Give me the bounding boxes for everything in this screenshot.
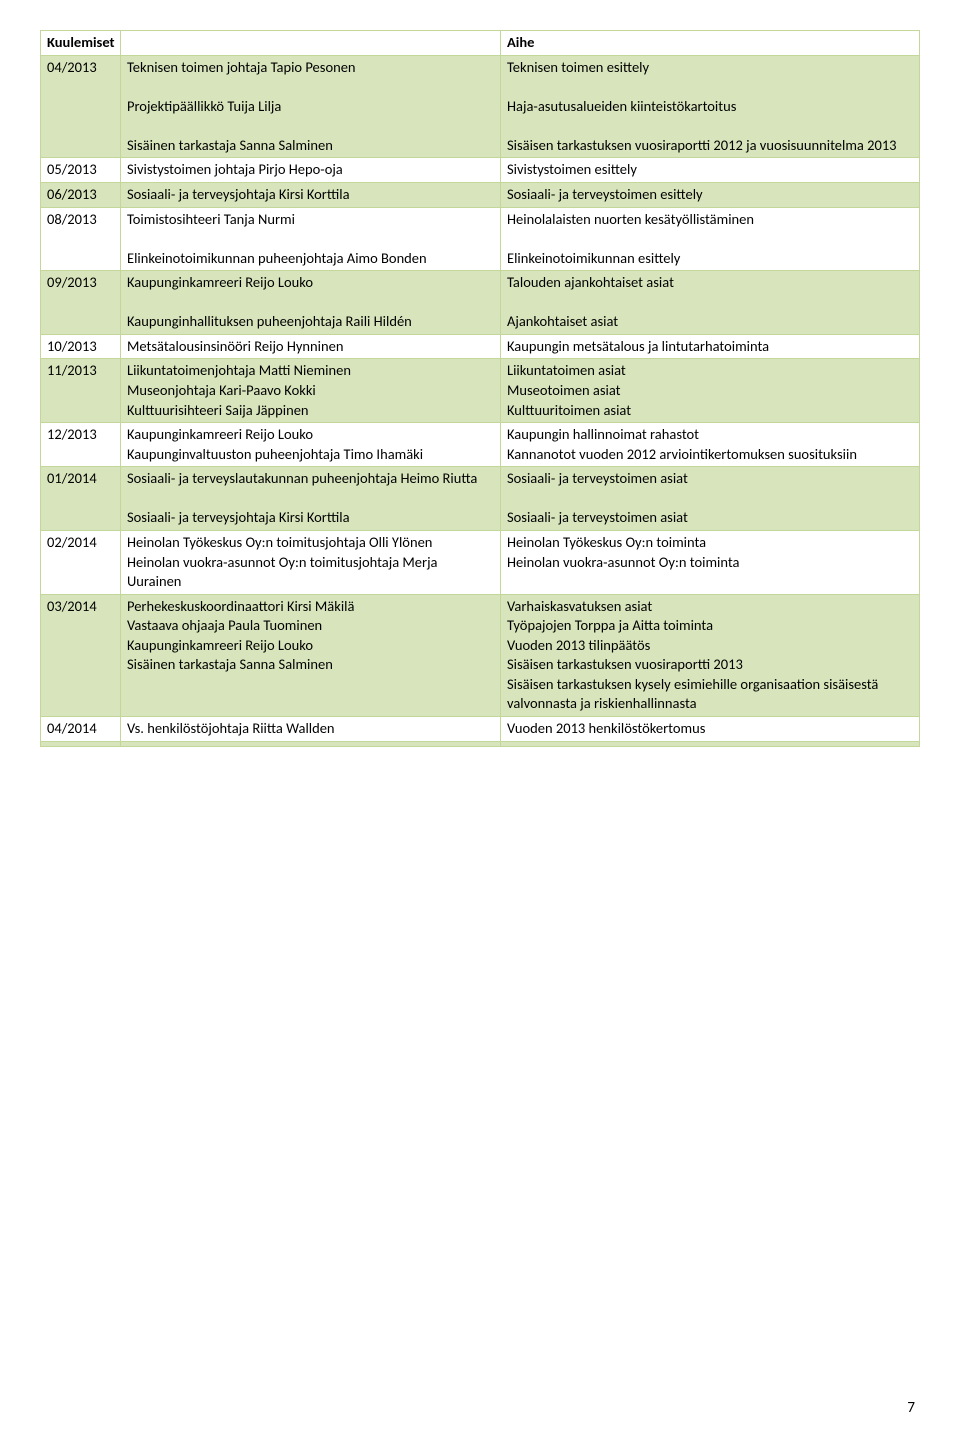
table-row: 08/2013 Toimistosihteeri Tanja Nurmi Elink… xyxy=(41,207,920,271)
header-col2 xyxy=(121,31,501,56)
row-id: 05/2013 xyxy=(41,158,121,183)
row-right: Kaupungin hallinnoimat rahastotKannanoto… xyxy=(501,423,920,467)
row-right: Kaupungin metsätalous ja lintutarhatoimi… xyxy=(501,334,920,359)
row-left: Sosiaali- ja terveysjohtaja Kirsi Kortti… xyxy=(121,182,501,207)
row-right: Varhaiskasvatuksen asiatTyöpajojen Torpp… xyxy=(501,594,920,716)
row-id: 09/2013 xyxy=(41,271,121,335)
row-id: 08/2013 xyxy=(41,207,121,271)
table-row: 12/2013Kaupunginkamreeri Reijo LoukoKaup… xyxy=(41,423,920,467)
cell-paragraph: Sosiaali- ja terveystoimen asiat xyxy=(507,469,913,489)
cell-paragraph: Kaupunginkamreeri Reijo LoukoKaupunginva… xyxy=(127,425,494,464)
cell-paragraph: Heinolan Työkeskus Oy:n toimintaHeinolan… xyxy=(507,533,913,572)
row-left: Liikuntatoimenjohtaja Matti NieminenMuse… xyxy=(121,359,501,423)
cell-paragraph: Sivistystoimen esittely xyxy=(507,160,913,180)
cell-paragraph: Kaupunginhallituksen puheenjohtaja Raili… xyxy=(127,312,494,332)
row-id: 06/2013 xyxy=(41,182,121,207)
cell-paragraph: Toimistosihteeri Tanja Nurmi xyxy=(127,210,494,230)
row-right: Sosiaali- ja terveystoimen esittely xyxy=(501,182,920,207)
row-id: 12/2013 xyxy=(41,423,121,467)
row-id: 11/2013 xyxy=(41,359,121,423)
cell-paragraph: Heinolan Työkeskus Oy:n toimitusjohtaja … xyxy=(127,533,494,592)
row-left: Heinolan Työkeskus Oy:n toimitusjohtaja … xyxy=(121,530,501,594)
cell-paragraph: Perhekeskuskoordinaattori Kirsi MäkiläVa… xyxy=(127,597,494,675)
row-right: Liikuntatoimen asiatMuseotoimen asiatKul… xyxy=(501,359,920,423)
row-left: Teknisen toimen johtaja Tapio Pesonen Pro… xyxy=(121,55,501,158)
row-id: 10/2013 xyxy=(41,334,121,359)
row-left: Sivistystoimen johtaja Pirjo Hepo-oja xyxy=(121,158,501,183)
table-row: 01/2014 Sosiaali- ja terveyslautakunnan p… xyxy=(41,467,920,531)
cell-paragraph: Sosiaali- ja terveysjohtaja Kirsi Kortti… xyxy=(127,508,494,528)
cell-paragraph: Metsätalousinsinööri Reijo Hynninen xyxy=(127,337,494,357)
cell-paragraph: Vs. henkilöstöjohtaja Riitta Wallden xyxy=(127,719,494,739)
cell-paragraph: Ajankohtaiset asiat xyxy=(507,312,913,332)
table-row: 09/2013Kaupunginkamreeri Reijo LoukoKaup… xyxy=(41,271,920,335)
cell-paragraph: Projektipäällikkö Tuija Lilja xyxy=(127,97,494,117)
row-left: Vs. henkilöstöjohtaja Riitta Wallden xyxy=(121,717,501,742)
header-col1: Kuulemiset xyxy=(41,31,121,56)
row-left: Perhekeskuskoordinaattori Kirsi MäkiläVa… xyxy=(121,594,501,716)
table-row: 04/2014 Vs. henkilöstöjohtaja Riitta Wall… xyxy=(41,717,920,742)
row-id: 04/2013 xyxy=(41,55,121,158)
cell-paragraph: Sosiaali- ja terveyslautakunnan puheenjo… xyxy=(127,469,494,489)
table-row: 11/2013Liikuntatoimenjohtaja Matti Niemi… xyxy=(41,359,920,423)
row-right: Heinolalaisten nuorten kesätyöllistämine… xyxy=(501,207,920,271)
cell-paragraph: Varhaiskasvatuksen asiatTyöpajojen Torpp… xyxy=(507,597,913,714)
table-row xyxy=(41,741,920,746)
header-col3: Aihe xyxy=(501,31,920,56)
row-left: Kaupunginkamreeri Reijo Louko Kaupunginha… xyxy=(121,271,501,335)
table-row: 05/2013 Sivistystoimen johtaja Pirjo Hepo… xyxy=(41,158,920,183)
row-id xyxy=(41,741,121,746)
cell-paragraph: Sivistystoimen johtaja Pirjo Hepo-oja xyxy=(127,160,494,180)
table-body: 04/2013Teknisen toimen johtaja Tapio Pes… xyxy=(41,55,920,746)
table-row: 03/2014Perhekeskuskoordinaattori Kirsi M… xyxy=(41,594,920,716)
row-left: Kaupunginkamreeri Reijo LoukoKaupunginva… xyxy=(121,423,501,467)
cell-paragraph: Liikuntatoimen asiatMuseotoimen asiatKul… xyxy=(507,361,913,420)
cell-paragraph: Elinkeinotoimikunnan puheenjohtaja Aimo … xyxy=(127,249,494,269)
row-right: Teknisen toimen esittely Haja-asutusaluei… xyxy=(501,55,920,158)
row-id: 01/2014 xyxy=(41,467,121,531)
cell-paragraph: Teknisen toimen johtaja Tapio Pesonen xyxy=(127,58,494,78)
row-left: Metsätalousinsinööri Reijo Hynninen xyxy=(121,334,501,359)
cell-paragraph: Elinkeinotoimikunnan esittely xyxy=(507,249,913,269)
row-id: 02/2014 xyxy=(41,530,121,594)
hearings-table: Kuulemiset Aihe 04/2013Teknisen toimen j… xyxy=(40,30,920,747)
cell-paragraph: Sisäisen tarkastuksen vuosiraportti 2012… xyxy=(507,136,913,156)
row-left xyxy=(121,741,501,746)
row-left: Toimistosihteeri Tanja Nurmi Elinkeinotoi… xyxy=(121,207,501,271)
table-header-row: Kuulemiset Aihe xyxy=(41,31,920,56)
table-row: 10/2013 Metsätalousinsinööri Reijo Hynnin… xyxy=(41,334,920,359)
row-id: 03/2014 xyxy=(41,594,121,716)
table-row: 06/2013 Sosiaali- ja terveysjohtaja Kirsi… xyxy=(41,182,920,207)
row-id: 04/2014 xyxy=(41,717,121,742)
row-right: Vuoden 2013 henkilöstökertomus xyxy=(501,717,920,742)
cell-paragraph: Kaupunginkamreeri Reijo Louko xyxy=(127,273,494,293)
cell-paragraph: Haja-asutusalueiden kiinteistökartoitus xyxy=(507,97,913,117)
row-right xyxy=(501,741,920,746)
cell-paragraph: Vuoden 2013 henkilöstökertomus xyxy=(507,719,913,739)
cell-paragraph: Liikuntatoimenjohtaja Matti NieminenMuse… xyxy=(127,361,494,420)
cell-paragraph: Heinolalaisten nuorten kesätyöllistämine… xyxy=(507,210,913,230)
cell-paragraph: Sisäinen tarkastaja Sanna Salminen xyxy=(127,136,494,156)
cell-paragraph: Kaupungin hallinnoimat rahastotKannanoto… xyxy=(507,425,913,464)
row-right: Sosiaali- ja terveystoimen asiat Sosiaali… xyxy=(501,467,920,531)
row-right: Talouden ajankohtaiset asiat Ajankohtaise… xyxy=(501,271,920,335)
row-right: Sivistystoimen esittely xyxy=(501,158,920,183)
cell-paragraph: Talouden ajankohtaiset asiat xyxy=(507,273,913,293)
cell-paragraph: Sosiaali- ja terveystoimen asiat xyxy=(507,508,913,528)
cell-paragraph: Teknisen toimen esittely xyxy=(507,58,913,78)
cell-paragraph: Sosiaali- ja terveystoimen esittely xyxy=(507,185,913,205)
table-row: 02/2014Heinolan Työkeskus Oy:n toimitusj… xyxy=(41,530,920,594)
page-number: 7 xyxy=(907,1399,915,1417)
cell-paragraph: Kaupungin metsätalous ja lintutarhatoimi… xyxy=(507,337,913,357)
table-row: 04/2013Teknisen toimen johtaja Tapio Pes… xyxy=(41,55,920,158)
row-right: Heinolan Työkeskus Oy:n toimintaHeinolan… xyxy=(501,530,920,594)
row-left: Sosiaali- ja terveyslautakunnan puheenjo… xyxy=(121,467,501,531)
cell-paragraph: Sosiaali- ja terveysjohtaja Kirsi Kortti… xyxy=(127,185,494,205)
